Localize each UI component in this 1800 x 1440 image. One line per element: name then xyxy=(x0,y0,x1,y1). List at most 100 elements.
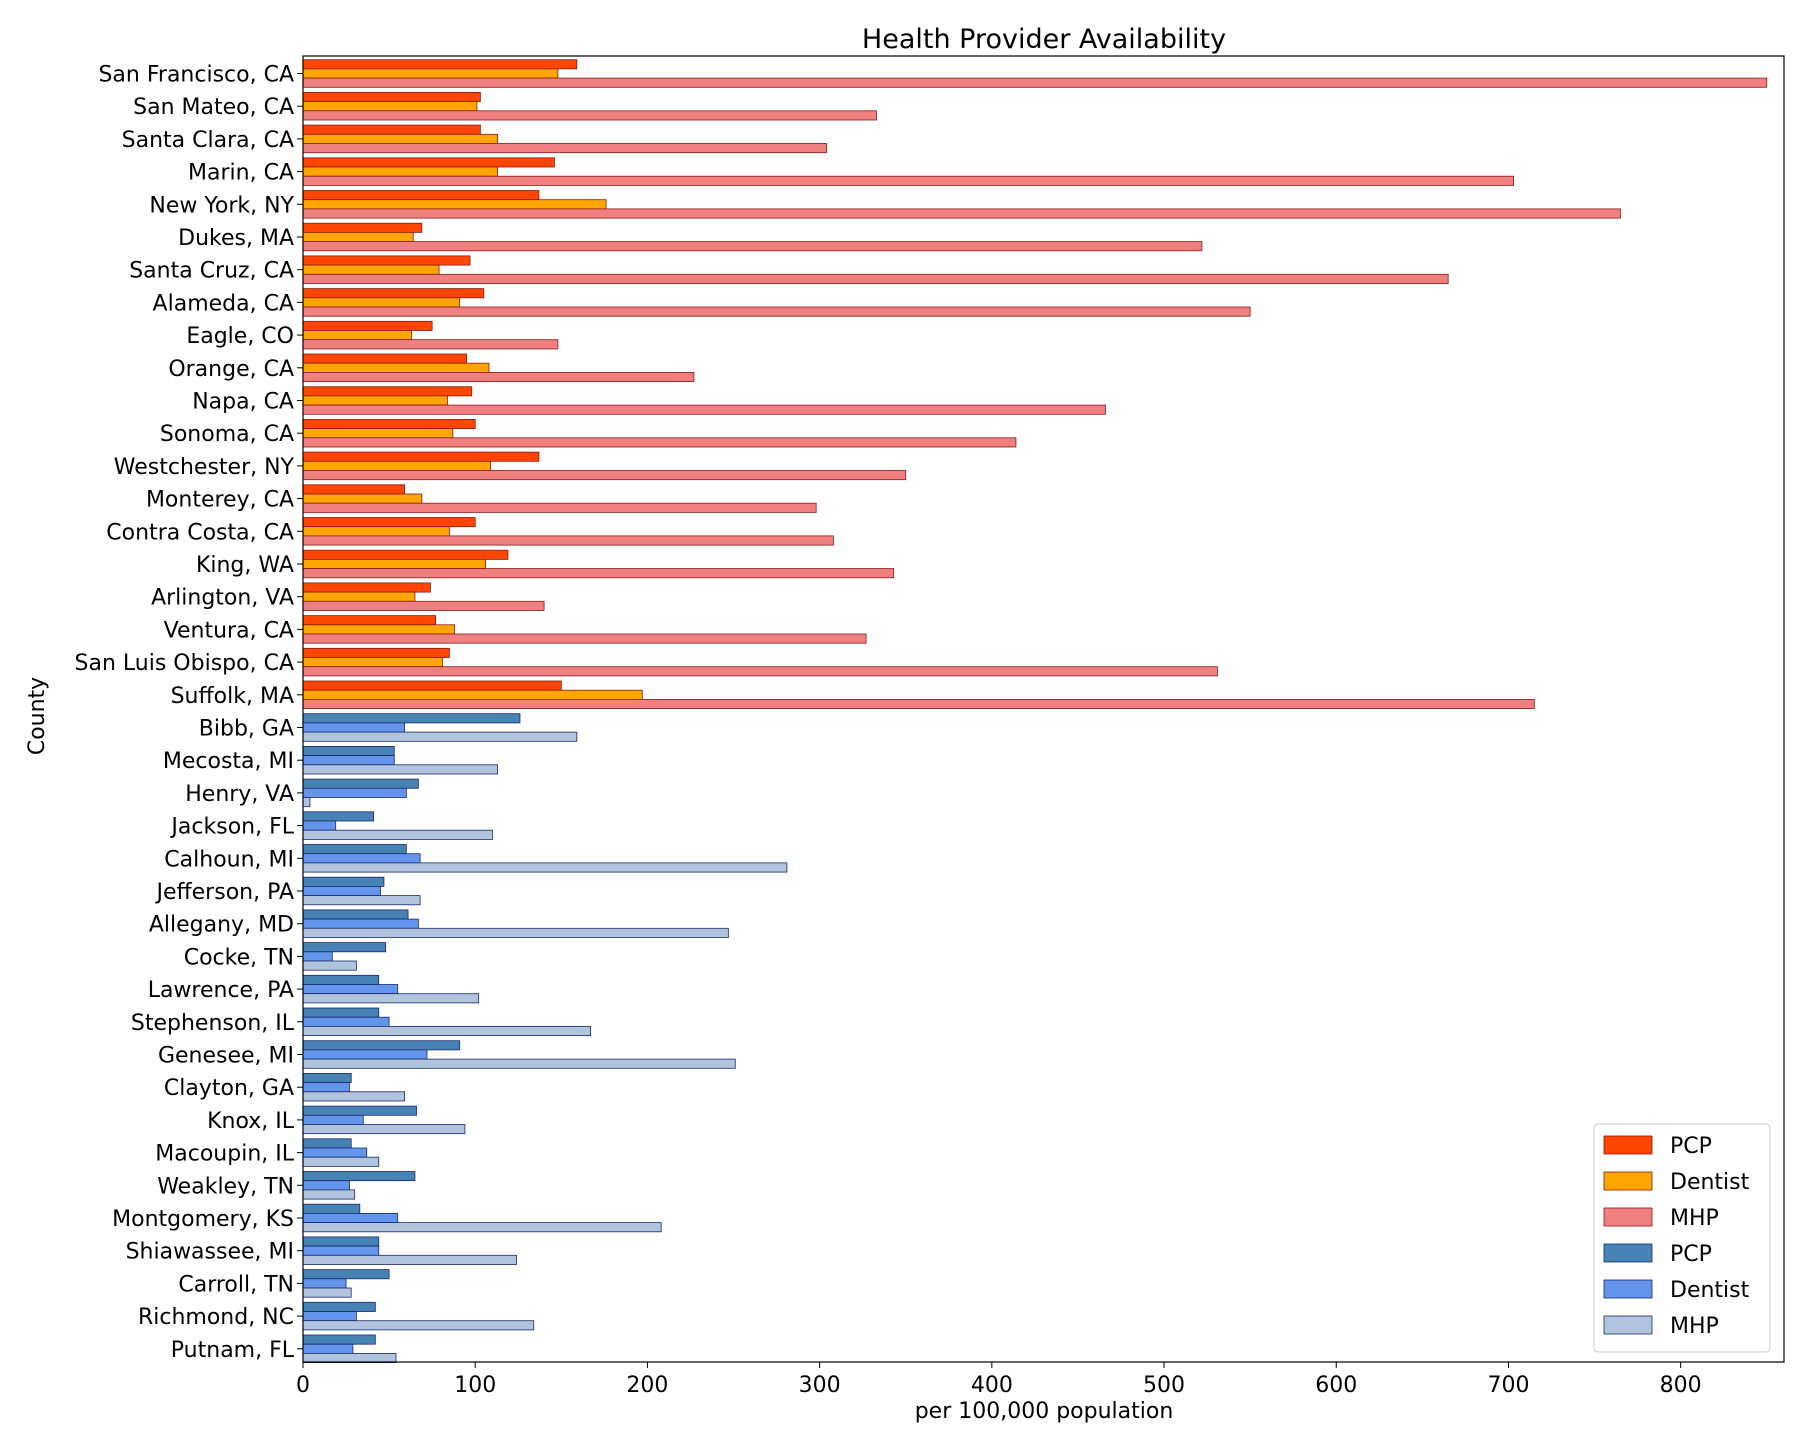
bar-contra-costa-ca-dentist xyxy=(302,526,450,537)
bar-richmond-nc-mhp xyxy=(302,1320,535,1331)
bar-lawrence-pa-pcp xyxy=(302,974,380,985)
bar-genesee-mi-dentist xyxy=(302,1049,428,1060)
bar-santa-clara-ca-mhp xyxy=(302,143,827,154)
bar-clayton-ga-mhp xyxy=(302,1091,405,1102)
bar-dukes-ma-pcp xyxy=(302,222,423,233)
bar-henry-va-dentist xyxy=(302,787,407,798)
bar-knox-il-pcp xyxy=(302,1105,418,1116)
y-tick-label: Lawrence, PA xyxy=(148,978,294,1003)
y-tick-label: Calhoun, MI xyxy=(164,847,294,872)
bar-king-wa-pcp xyxy=(302,549,509,560)
y-tick-label: Westchester, NY xyxy=(114,455,295,480)
y-tick-label: Genesee, MI xyxy=(158,1044,294,1069)
bar-richmond-nc-pcp xyxy=(302,1301,376,1312)
bar-san-francisco-ca-dentist xyxy=(302,68,559,79)
y-tick-label: Orange, CA xyxy=(168,357,294,382)
legend-label-pcp: PCP xyxy=(1670,1134,1712,1159)
bar-monterey-ca-dentist xyxy=(302,493,423,504)
bar-san-mateo-ca-pcp xyxy=(302,92,481,103)
y-tick-label: Allegany, MD xyxy=(149,913,294,938)
bar-calhoun-mi-mhp xyxy=(302,862,788,873)
bar-calhoun-mi-dentist xyxy=(302,853,421,864)
y-tick-label: Henry, VA xyxy=(185,782,294,807)
bar-arlington-va-pcp xyxy=(302,582,431,593)
x-tick-label: 500 xyxy=(1143,1373,1185,1398)
legend-label-dentist: Dentist xyxy=(1670,1278,1750,1303)
y-tick-label: Weakley, TN xyxy=(157,1174,294,1199)
bar-macoupin-il-dentist xyxy=(302,1147,368,1158)
y-tick-label: Marin, CA xyxy=(188,161,294,186)
bar-contra-costa-ca-mhp xyxy=(302,535,834,546)
legend-swatch-dentist xyxy=(1603,1279,1653,1299)
bar-macoupin-il-pcp xyxy=(302,1138,352,1149)
bar-allegany-md-mhp xyxy=(302,927,729,938)
bar-san-mateo-ca-mhp xyxy=(302,110,877,121)
bar-montgomery-ks-mhp xyxy=(302,1222,662,1233)
bar-new-york-ny-mhp xyxy=(302,208,1621,219)
bar-contra-costa-ca-pcp xyxy=(302,517,476,528)
bar-suffolk-ma-pcp xyxy=(302,680,562,691)
bar-jefferson-pa-mhp xyxy=(302,895,421,906)
bar-ventura-ca-dentist xyxy=(302,624,455,635)
bar-stephenson-il-mhp xyxy=(302,1026,591,1037)
bar-ventura-ca-mhp xyxy=(302,633,867,644)
bar-montgomery-ks-pcp xyxy=(302,1203,361,1214)
bar-santa-clara-ca-dentist xyxy=(302,133,499,144)
x-tick-label: 600 xyxy=(1315,1373,1357,1398)
bar-dukes-ma-mhp xyxy=(302,241,1203,252)
bar-henry-va-pcp xyxy=(302,778,419,789)
bar-jackson-fl-dentist xyxy=(302,820,337,831)
bar-calhoun-mi-pcp xyxy=(302,844,407,855)
bar-alameda-ca-dentist xyxy=(302,297,461,308)
bar-shiawassee-mi-dentist xyxy=(302,1245,380,1256)
y-tick-label: Monterey, CA xyxy=(146,488,294,513)
bar-eagle-co-dentist xyxy=(302,330,412,341)
bar-bibb-ga-pcp xyxy=(302,713,521,724)
y-tick-label: Richmond, NC xyxy=(138,1305,294,1330)
legend-label-pcp: PCP xyxy=(1670,1242,1712,1267)
legend-swatch-dentist xyxy=(1603,1171,1653,1191)
bar-lawrence-pa-mhp xyxy=(302,993,480,1004)
bar-eagle-co-mhp xyxy=(302,339,559,350)
bar-shiawassee-mi-pcp xyxy=(302,1236,380,1247)
bar-dukes-ma-dentist xyxy=(302,231,414,242)
bar-allegany-md-pcp xyxy=(302,909,409,920)
legend-swatch-pcp xyxy=(1603,1243,1653,1263)
bar-mecosta-mi-pcp xyxy=(302,746,395,757)
bar-san-luis-obispo-ca-mhp xyxy=(302,666,1218,677)
bar-monterey-ca-pcp xyxy=(302,484,405,495)
bar-new-york-ny-dentist xyxy=(302,199,607,210)
y-tick-label: Alameda, CA xyxy=(153,291,294,316)
y-tick-label: Sonoma, CA xyxy=(160,422,294,447)
y-tick-label: Carroll, TN xyxy=(178,1272,294,1297)
bar-westchester-ny-pcp xyxy=(302,451,540,462)
bar-knox-il-dentist xyxy=(302,1114,364,1125)
x-tick-label: 700 xyxy=(1487,1373,1529,1398)
bar-marin-ca-mhp xyxy=(302,175,1515,186)
bar-eagle-co-pcp xyxy=(302,320,433,331)
x-tick-label: 800 xyxy=(1660,1373,1702,1398)
bar-arlington-va-mhp xyxy=(302,600,545,611)
bar-putnam-fl-mhp xyxy=(302,1353,397,1364)
bar-allegany-md-dentist xyxy=(302,918,419,929)
plot-frame xyxy=(302,55,1785,1363)
bar-cocke-tn-mhp xyxy=(302,960,357,971)
legend-label-dentist: Dentist xyxy=(1670,1170,1750,1195)
legend-swatch-mhp xyxy=(1603,1315,1653,1335)
bar-westchester-ny-dentist xyxy=(302,460,492,471)
bar-weakley-tn-mhp xyxy=(302,1189,356,1200)
bar-westchester-ny-mhp xyxy=(302,470,907,481)
bar-marin-ca-dentist xyxy=(302,166,499,177)
bar-ventura-ca-pcp xyxy=(302,615,437,626)
y-tick-label: Jackson, FL xyxy=(169,815,294,840)
y-tick-label: Clayton, GA xyxy=(164,1076,294,1101)
y-tick-label: Bibb, GA xyxy=(199,717,294,742)
bars-layer xyxy=(302,59,1768,1364)
y-tick-label: Napa, CA xyxy=(192,390,294,415)
y-tick-label: Contra Costa, CA xyxy=(106,520,294,545)
chart-title: Health Provider Availability xyxy=(862,24,1226,55)
bar-mecosta-mi-mhp xyxy=(302,764,499,775)
y-tick-label: King, WA xyxy=(196,553,294,578)
bar-lawrence-pa-dentist xyxy=(302,984,399,995)
bar-putnam-fl-pcp xyxy=(302,1334,376,1345)
